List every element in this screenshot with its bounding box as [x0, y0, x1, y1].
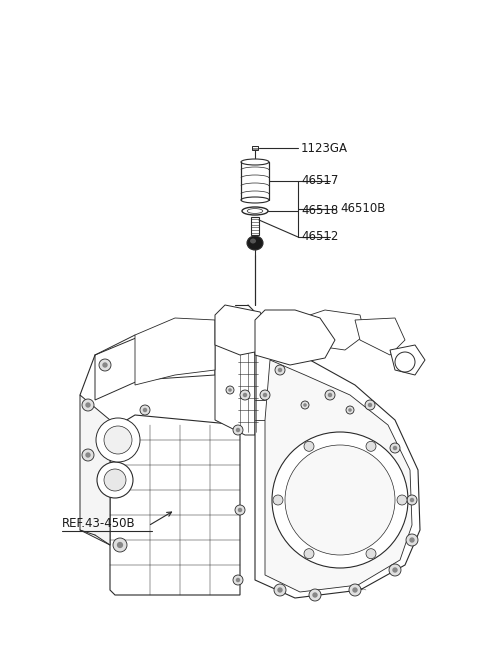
Polygon shape: [135, 318, 215, 385]
Ellipse shape: [247, 236, 263, 250]
Circle shape: [392, 567, 398, 573]
Circle shape: [113, 538, 127, 552]
Ellipse shape: [241, 197, 269, 203]
Ellipse shape: [242, 207, 268, 215]
Polygon shape: [95, 330, 215, 400]
Circle shape: [117, 542, 123, 548]
Circle shape: [236, 428, 240, 432]
Circle shape: [346, 406, 354, 414]
Bar: [241, 162, 269, 200]
Circle shape: [301, 401, 309, 409]
Circle shape: [410, 498, 414, 502]
Circle shape: [395, 352, 415, 372]
Circle shape: [97, 462, 133, 498]
Circle shape: [233, 575, 243, 585]
Circle shape: [348, 408, 352, 412]
Text: 1123GA: 1123GA: [301, 142, 348, 155]
Circle shape: [328, 393, 332, 398]
Circle shape: [407, 495, 417, 505]
Circle shape: [99, 359, 111, 371]
Circle shape: [349, 584, 361, 596]
Text: 46517: 46517: [301, 174, 338, 188]
Circle shape: [277, 587, 283, 593]
Circle shape: [304, 548, 314, 559]
Circle shape: [140, 405, 150, 415]
Circle shape: [365, 400, 375, 410]
Circle shape: [393, 445, 397, 450]
Ellipse shape: [241, 159, 269, 165]
Circle shape: [104, 469, 126, 491]
Circle shape: [96, 418, 140, 462]
Circle shape: [82, 399, 94, 411]
Circle shape: [236, 578, 240, 583]
Polygon shape: [265, 360, 412, 592]
Circle shape: [390, 443, 400, 453]
Circle shape: [325, 390, 335, 400]
Circle shape: [273, 495, 283, 505]
Polygon shape: [310, 310, 365, 350]
Circle shape: [243, 393, 247, 398]
Bar: [251, 217, 259, 235]
Circle shape: [409, 537, 415, 543]
Circle shape: [104, 426, 132, 454]
Ellipse shape: [247, 209, 263, 213]
Circle shape: [235, 505, 245, 515]
Text: 46512: 46512: [301, 230, 338, 243]
Text: 46518: 46518: [301, 205, 338, 218]
Circle shape: [228, 388, 232, 392]
Text: 46510B: 46510B: [340, 203, 385, 216]
Polygon shape: [215, 330, 255, 435]
Circle shape: [85, 452, 91, 458]
Polygon shape: [390, 345, 425, 375]
Polygon shape: [215, 305, 270, 355]
Polygon shape: [255, 310, 335, 365]
Circle shape: [366, 441, 376, 451]
Circle shape: [233, 425, 243, 435]
Circle shape: [406, 534, 418, 546]
Polygon shape: [355, 318, 405, 355]
Circle shape: [352, 587, 358, 593]
Circle shape: [278, 368, 282, 372]
Polygon shape: [80, 395, 110, 545]
Circle shape: [303, 403, 307, 407]
Polygon shape: [110, 415, 240, 595]
Text: REF.43-450B: REF.43-450B: [62, 517, 136, 530]
Polygon shape: [255, 335, 420, 598]
Circle shape: [85, 402, 91, 407]
Circle shape: [260, 390, 270, 400]
Circle shape: [226, 386, 234, 394]
Ellipse shape: [250, 239, 256, 243]
Circle shape: [240, 390, 250, 400]
Circle shape: [272, 432, 408, 568]
Circle shape: [304, 441, 314, 451]
Circle shape: [312, 592, 318, 598]
Circle shape: [309, 589, 321, 601]
Circle shape: [275, 365, 285, 375]
Circle shape: [285, 445, 395, 555]
Circle shape: [397, 495, 407, 505]
Circle shape: [263, 393, 267, 398]
Circle shape: [238, 508, 242, 512]
Circle shape: [368, 403, 372, 407]
Circle shape: [274, 584, 286, 596]
Circle shape: [82, 449, 94, 461]
Circle shape: [366, 548, 376, 559]
Bar: [252, 146, 258, 150]
Circle shape: [389, 564, 401, 576]
Circle shape: [143, 408, 147, 412]
Circle shape: [102, 362, 108, 368]
